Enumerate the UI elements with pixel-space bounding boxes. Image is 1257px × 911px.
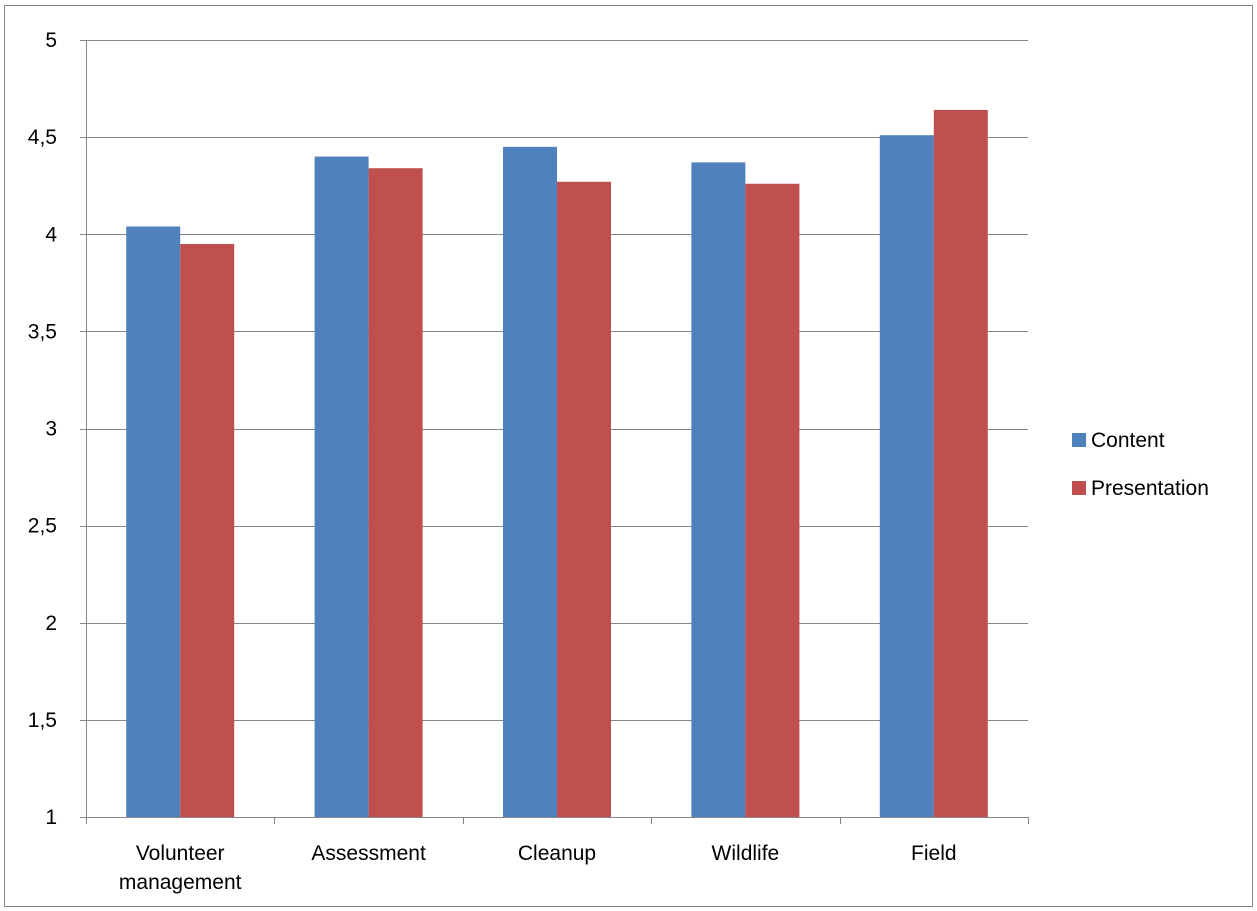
bars — [126, 109, 988, 818]
x-tick-label: Field — [911, 842, 957, 865]
bar-content — [691, 162, 746, 817]
y-tick-label: 2,5 — [28, 515, 57, 538]
x-tick-label-line: Field — [911, 842, 957, 865]
y-tick-label: 4,5 — [28, 126, 57, 149]
y-tick-label: 1,5 — [28, 709, 57, 732]
bar-presentation — [745, 183, 800, 817]
bar-content — [126, 226, 181, 818]
bar-presentation — [933, 109, 988, 818]
x-tick-label: Volunteer management — [119, 842, 242, 894]
legend-label-presentation: Presentation — [1091, 477, 1209, 500]
y-tick-label: 3,5 — [28, 320, 57, 343]
x-tick-label-line: Volunteer — [136, 842, 225, 865]
x-tick-label-line: management — [119, 871, 242, 894]
bar-presentation — [368, 168, 423, 817]
x-tick-label-line: Cleanup — [518, 842, 596, 865]
y-tick-label: 1 — [45, 806, 57, 829]
y-tick-labels: 1 1,5 2 2,5 3 3,5 4 4,5 5 — [28, 29, 58, 829]
x-tick-label: Wildlife — [712, 842, 780, 865]
axes — [80, 40, 1029, 824]
x-tick-labels: Volunteer management Assessment Cleanup Wild… — [119, 842, 957, 894]
legend-swatch-presentation — [1072, 481, 1086, 495]
x-tick-label: Assessment — [311, 842, 426, 865]
legend-swatch-content — [1072, 433, 1086, 447]
legend: Content Presentation — [1072, 429, 1209, 500]
bar-content — [314, 156, 369, 818]
bar-presentation — [557, 181, 611, 818]
bar-content — [503, 146, 557, 817]
bar-presentation — [180, 243, 235, 817]
y-tick-label: 2 — [45, 612, 57, 635]
y-tick-label: 4 — [45, 223, 57, 246]
x-tick-label: Cleanup — [518, 842, 596, 865]
x-tick-label-line: Assessment — [311, 842, 426, 865]
legend-label-content: Content — [1091, 429, 1165, 452]
y-tick-label: 3 — [45, 418, 57, 441]
bar-content — [879, 135, 934, 817]
x-tick-label-line: Wildlife — [712, 842, 780, 865]
y-tick-label: 5 — [45, 29, 57, 52]
